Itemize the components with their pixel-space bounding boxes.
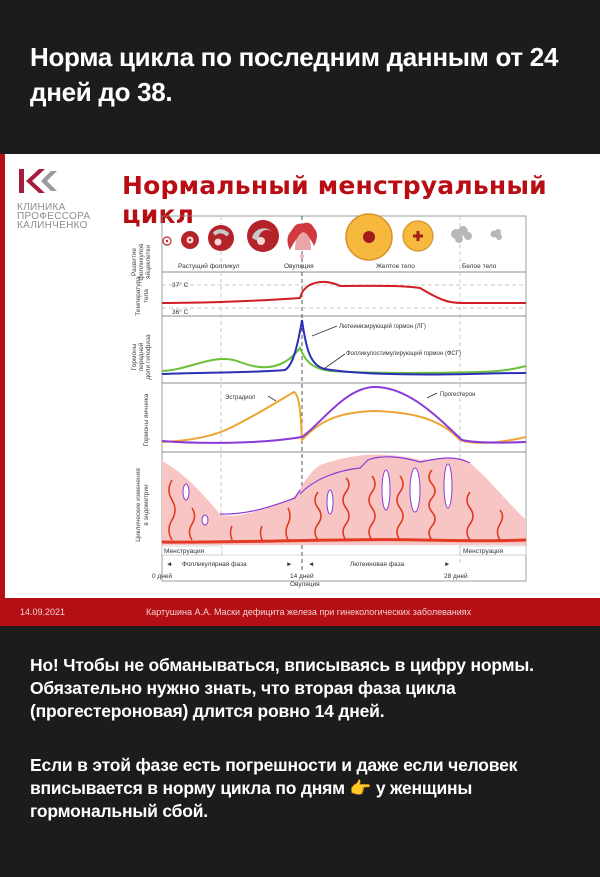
logo-line-1: КЛИНИКА: [17, 202, 66, 213]
kk-logo-icon: [19, 169, 57, 193]
slide-footer: 14.09.2021 Картушина А.А. Маски дефицита…: [0, 598, 600, 626]
post-paragraph-2: Если в этой фазе есть погрешности и даже…: [30, 754, 575, 823]
lh-label: Лютеинизирующий гормон (ЛГ): [339, 323, 426, 330]
svg-text:Гормоны яичника: Гормоны яичника: [143, 393, 150, 446]
pituitary-panel: Лютеинизирующий гормон (ЛГ) Фолликулости…: [161, 319, 527, 376]
slide-caption: Картушина А.А. Маски дефицита железа при…: [146, 607, 472, 617]
temperature-panel: 37° С 36° С: [161, 280, 526, 316]
svg-text:◄: ◄: [166, 561, 172, 568]
svg-text:28 дней: 28 дней: [444, 572, 468, 580]
svg-text:Желтое тело: Желтое тело: [376, 263, 415, 270]
svg-text:0 дней: 0 дней: [152, 572, 172, 580]
svg-text:доли гипофиза: доли гипофиза: [145, 334, 152, 380]
svg-text:►: ►: [444, 561, 450, 568]
follicle-stage-labels: Растущий фолликул Овуляция Желтое тело Б…: [178, 262, 497, 270]
svg-text:Температура: Температура: [135, 276, 142, 316]
logo-text: КЛИНИКА ПРОФЕССОРА КАЛИНЧЕНКО: [17, 202, 91, 231]
slide-date: 14.09.2021: [20, 607, 66, 617]
svg-text:Лютеиновая фаза: Лютеиновая фаза: [350, 561, 405, 568]
svg-text:в эндометрии: в эндометрии: [143, 484, 150, 526]
svg-text:Циклические изменения: Циклические изменения: [135, 468, 142, 542]
progesterone-label: Прогестерон: [440, 392, 475, 398]
panel-ylabels: Развитие фолликулов яйцеклетки Температу…: [131, 243, 152, 542]
paragraph-2-start: Если в этой фазе есть погрешности и даже…: [30, 755, 518, 798]
endometrium-panel: [161, 454, 527, 545]
svg-text:Овуляция: Овуляция: [284, 263, 314, 270]
svg-text:Менструация: Менструация: [463, 548, 504, 555]
svg-text:►: ►: [286, 561, 292, 568]
svg-text:Гормоны: Гормоны: [131, 343, 138, 370]
post-paragraph-1: Но! Чтобы не обманываться, вписываясь в …: [30, 655, 534, 721]
svg-text:Растущий фолликул: Растущий фолликул: [178, 262, 240, 270]
ovarian-panel: Эстрадиол Прогестерон: [161, 385, 527, 444]
estradiol-label: Эстрадиол: [225, 395, 256, 401]
svg-text:Менструация: Менструация: [164, 548, 205, 555]
pointing-right-icon: 👉: [349, 778, 372, 798]
svg-text:яйцеклетки: яйцеклетки: [144, 245, 152, 279]
menstrual-cycle-chart: Развитие фолликулов яйцеклетки Температу…: [131, 213, 527, 588]
slide-image: КЛИНИКА ПРОФЕССОРА КАЛИНЧЕНКО Нормальный…: [0, 154, 600, 598]
paragraph-2-end: у женщины гормональный сбой.: [30, 778, 473, 821]
phase-bars: Менструация Менструация ◄ Фолликулярная …: [152, 545, 527, 588]
svg-text:тела: тела: [143, 289, 150, 303]
logo-line-3: КАЛИНЧЕНКО: [17, 220, 88, 231]
svg-text:14 дней: 14 дней: [290, 572, 314, 580]
clinic-logo: КЛИНИКА ПРОФЕССОРА КАЛИНЧЕНКО: [17, 168, 91, 231]
svg-text:◄: ◄: [308, 561, 314, 568]
svg-text:37° С: 37° С: [172, 281, 189, 289]
post-headline: Норма цикла по последним данным от 24 дн…: [30, 42, 559, 107]
svg-text:Овуляция: Овуляция: [290, 581, 320, 588]
svg-text:фолликулов: фолликулов: [138, 243, 145, 281]
follicle-panel: Растущий фолликул Овуляция Желтое тело Б…: [162, 213, 502, 270]
svg-text:Развитие: Развитие: [131, 248, 138, 276]
svg-text:Белое тело: Белое тело: [462, 263, 497, 270]
fsh-label: Фолликулостимулирующий гормон (ФСГ): [346, 350, 461, 357]
logo-line-2: ПРОФЕССОРА: [17, 211, 91, 222]
svg-text:36° С: 36° С: [172, 308, 189, 316]
svg-text:Фолликулярная фаза: Фолликулярная фаза: [182, 561, 247, 568]
slide-title: Нормальный менструальный цикл: [122, 171, 547, 229]
svg-text:передней: передней: [137, 342, 145, 371]
